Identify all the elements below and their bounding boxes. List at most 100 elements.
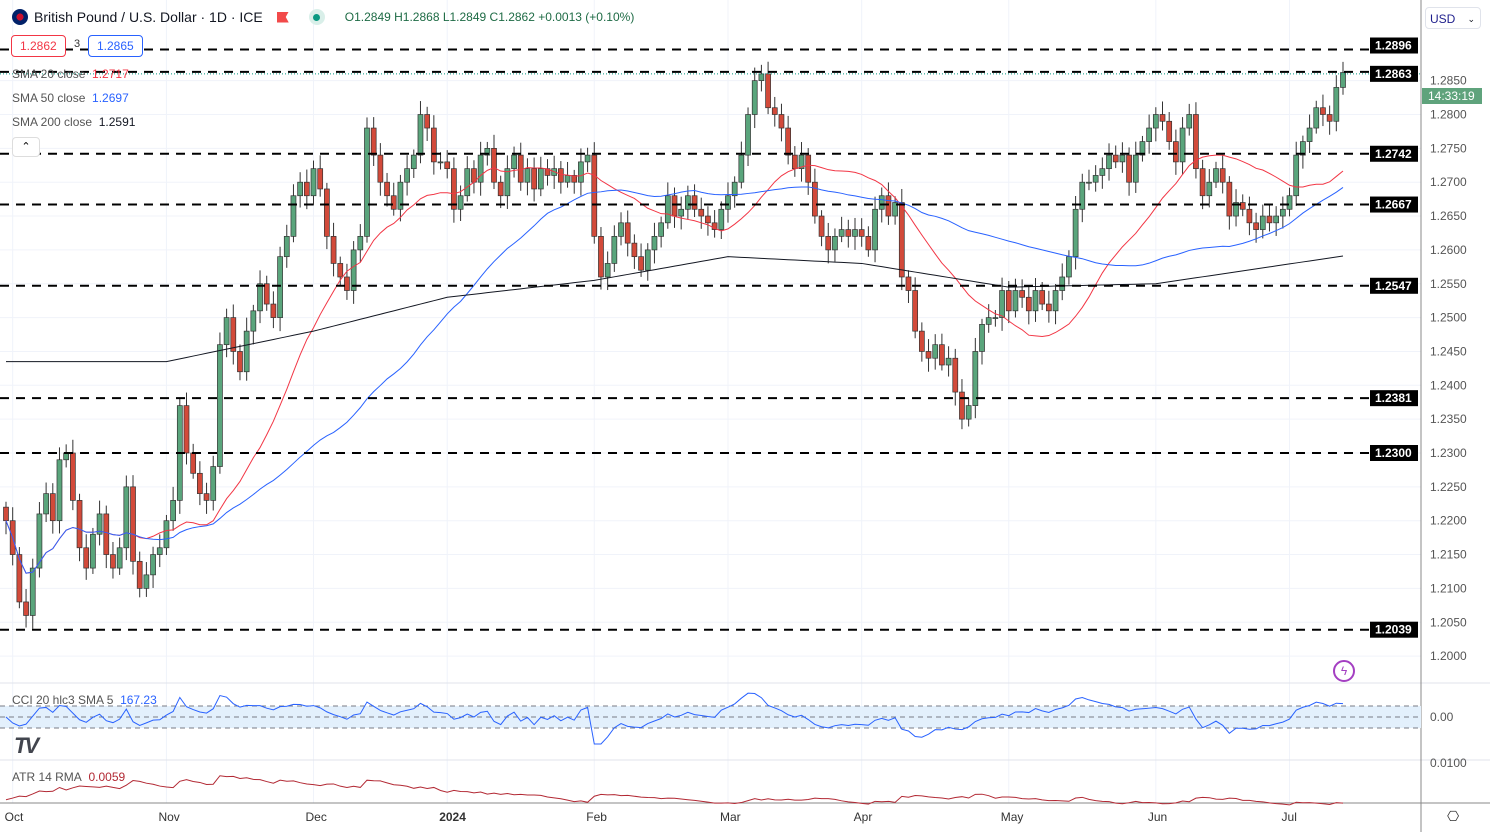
cci-tick-label: 0.00 <box>1430 710 1454 724</box>
candle <box>558 161 564 194</box>
candle <box>678 196 685 230</box>
candle-body <box>110 554 116 569</box>
candle <box>925 339 932 372</box>
candle-body <box>43 493 49 515</box>
sma200-legend[interactable]: SMA 200 close 1.2591 <box>12 115 135 129</box>
atr-line <box>5 775 1344 806</box>
candle <box>912 277 919 339</box>
lightning-icon[interactable]: ϟ <box>1333 660 1355 682</box>
candle <box>1279 196 1286 229</box>
collapse-legend-button[interactable]: ⌃ <box>12 137 40 157</box>
candle <box>1199 159 1206 210</box>
level-price-label: 1.2742 <box>1375 147 1412 161</box>
candle <box>1326 105 1333 135</box>
candle-body <box>330 236 337 264</box>
candle <box>330 222 337 277</box>
candle-body <box>564 175 571 183</box>
candle-body <box>150 554 156 576</box>
sma20-legend[interactable]: SMA 20 close 1.2717 <box>12 67 129 81</box>
level-price-label: 1.2896 <box>1375 39 1412 53</box>
candle-body <box>1132 154 1139 183</box>
candle <box>805 148 812 195</box>
candle-body <box>1166 120 1173 142</box>
candle-body <box>751 80 758 115</box>
candle-body <box>410 154 417 170</box>
price-tick-label: 1.2800 <box>1430 108 1467 122</box>
cci-line <box>5 692 1344 745</box>
level-price-label-bg <box>1370 145 1418 162</box>
currency-value: USD <box>1430 12 1456 26</box>
candle-body <box>1159 114 1166 122</box>
candle <box>664 182 671 229</box>
sma50-legend[interactable]: SMA 50 close 1.2697 <box>12 91 129 105</box>
candle <box>190 443 197 479</box>
candle-body <box>1139 141 1146 156</box>
candle-body <box>1320 107 1326 115</box>
candle <box>1059 263 1066 301</box>
candle <box>1300 135 1306 169</box>
atr-legend[interactable]: ATR 14 RMA 0.0059 <box>12 770 125 784</box>
time-axis-label: 2024 <box>439 810 466 824</box>
candle <box>1032 278 1039 322</box>
candle <box>798 142 805 182</box>
candle <box>1226 176 1233 230</box>
candle <box>90 527 96 574</box>
candle-body <box>511 154 517 170</box>
candle-body <box>1193 114 1199 170</box>
candle-body <box>76 500 83 549</box>
candle-body <box>257 283 263 312</box>
candle-body <box>1146 127 1152 142</box>
currency-select[interactable]: USD ⌄ <box>1425 7 1481 29</box>
candle <box>1072 195 1079 270</box>
candle <box>731 176 738 208</box>
candle <box>939 333 945 371</box>
candle-body <box>558 168 564 183</box>
candle-body <box>337 263 344 278</box>
candle-body <box>464 168 471 197</box>
candle <box>979 318 985 365</box>
candle-body <box>116 547 123 569</box>
candle <box>638 243 644 277</box>
symbol-title[interactable]: British Pound / U.S. Dollar · 1D · ICE <box>34 9 263 25</box>
candle-body <box>571 175 578 183</box>
candle-body <box>838 229 845 237</box>
sma50-value: 1.2697 <box>92 91 129 105</box>
candle-body <box>718 208 725 230</box>
settings-icon[interactable]: ⎔ <box>1447 808 1460 824</box>
candle <box>1132 141 1139 193</box>
candle-body <box>731 181 738 197</box>
candle <box>83 534 90 580</box>
level-price-label-bg <box>1370 37 1418 54</box>
candle <box>203 482 210 514</box>
buy-button[interactable]: 1.2865 <box>88 35 143 57</box>
atr-label: ATR 14 RMA <box>12 770 82 784</box>
candle-body <box>1213 168 1219 183</box>
candle-body <box>297 181 303 197</box>
candle <box>531 157 537 202</box>
candle-body <box>992 317 999 319</box>
candle <box>430 115 437 175</box>
candle <box>123 475 130 561</box>
candle <box>1246 196 1253 236</box>
time-axis-label: Dec <box>306 810 327 824</box>
flag-icon[interactable] <box>276 11 289 23</box>
candle <box>210 455 217 511</box>
candle-body <box>972 351 979 406</box>
candle-body <box>444 161 451 170</box>
candle-body <box>664 195 671 224</box>
candle <box>832 228 838 262</box>
tradingview-logo[interactable]: TV <box>14 733 39 758</box>
candle-body <box>303 181 310 197</box>
candle <box>1173 129 1179 175</box>
candle-body <box>324 188 330 237</box>
sell-button[interactable]: 1.2862 <box>11 35 66 57</box>
cci-legend[interactable]: CCI 20 hlc3 SMA 5 167.23 <box>12 693 157 707</box>
candle-body <box>364 127 370 237</box>
candle <box>825 222 832 264</box>
candle <box>872 196 878 263</box>
candle <box>1213 161 1219 188</box>
price-tick-label: 1.2750 <box>1430 141 1467 155</box>
candle <box>751 67 758 129</box>
price-tick-label: 1.2200 <box>1430 514 1467 528</box>
